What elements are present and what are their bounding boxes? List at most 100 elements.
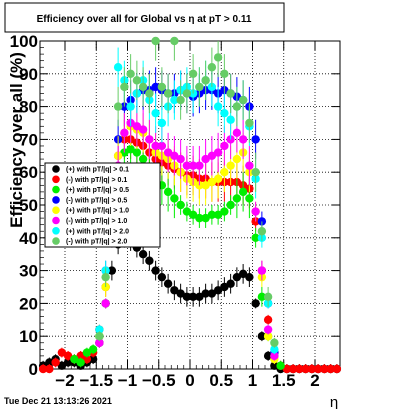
data-point — [132, 122, 142, 131]
data-point — [57, 361, 67, 370]
y-tick-label: 20 — [19, 294, 38, 313]
data-point — [257, 332, 267, 341]
data-point — [151, 108, 160, 118]
data-point — [170, 36, 179, 46]
data-point — [201, 181, 210, 190]
x-tick-label: 1.5 — [272, 371, 296, 390]
data-point — [213, 174, 223, 183]
data-point — [207, 63, 217, 72]
data-point — [138, 154, 148, 164]
x-tick-label: 1 — [248, 371, 257, 390]
y-tick-label: 10 — [19, 327, 38, 346]
data-point — [170, 95, 179, 105]
data-point — [151, 36, 160, 46]
data-point — [151, 141, 160, 151]
data-point — [251, 233, 260, 242]
data-point — [195, 292, 204, 302]
data-point — [213, 148, 223, 157]
data-point — [195, 82, 204, 92]
data-point — [38, 364, 48, 374]
data-point — [332, 364, 342, 374]
x-tick-label: −0.5 — [142, 371, 176, 390]
data-point — [232, 154, 242, 164]
data-point — [57, 348, 67, 357]
data-point — [170, 151, 179, 160]
data-point — [70, 354, 79, 364]
y-tick-labels: 0 10 20 30 40 50 60 70 80 90 100 — [10, 32, 38, 379]
data-point — [76, 351, 85, 361]
data-point — [263, 325, 273, 334]
data-point — [188, 161, 198, 170]
data-point — [132, 76, 142, 85]
data-point — [188, 89, 198, 98]
legend-label: (+) with pT/|q| > 0.5 — [66, 187, 129, 194]
x-tick-label: −1.5 — [79, 371, 113, 390]
data-point — [220, 141, 229, 151]
y-tick-label: 60 — [19, 163, 38, 182]
series-7 — [95, 36, 279, 348]
data-point — [195, 161, 204, 170]
data-point — [263, 332, 273, 341]
x-tick-labels: −2 −1.5 −1 −0.5 0 0.5 1 1.5 2 — [55, 371, 319, 390]
x-tick-label: −1 — [118, 371, 137, 390]
data-point — [245, 161, 254, 170]
legend-label: (+) with pT/|q| > 2.0 — [66, 228, 129, 235]
data-point — [151, 266, 160, 275]
data-point — [176, 95, 185, 105]
data-point — [263, 315, 273, 324]
data-point — [182, 292, 192, 302]
chart-title: Efficiency over all for Global vs η at p… — [37, 14, 252, 25]
data-point — [257, 266, 267, 275]
data-point — [220, 282, 229, 292]
data-point — [107, 266, 117, 275]
data-point — [213, 53, 223, 62]
data-point — [138, 250, 148, 259]
legend-marker — [52, 165, 60, 173]
x-tick-label: 0 — [185, 371, 194, 390]
data-point — [82, 354, 92, 364]
data-point — [51, 358, 60, 367]
data-point — [95, 338, 104, 347]
data-point — [176, 154, 185, 164]
legend-marker — [52, 216, 60, 225]
data-point — [245, 272, 254, 282]
data-point — [226, 89, 235, 98]
data-point — [270, 361, 279, 370]
data-point — [270, 345, 279, 354]
data-point — [207, 151, 217, 160]
data-point — [113, 102, 123, 111]
legend-marker — [52, 206, 60, 214]
data-point — [163, 279, 173, 288]
data-point — [257, 292, 267, 302]
data-point — [320, 364, 329, 374]
data-point — [182, 89, 192, 98]
data-point — [207, 177, 217, 187]
data-point — [232, 102, 242, 111]
data-point — [288, 364, 298, 374]
data-point — [207, 289, 217, 298]
data-point — [88, 354, 98, 364]
data-point — [226, 161, 235, 170]
data-point — [157, 118, 167, 128]
legend-marker — [52, 237, 60, 245]
data-point — [220, 108, 229, 118]
data-point — [195, 213, 204, 223]
x-tick-label: 2 — [310, 371, 319, 390]
data-point — [151, 82, 160, 92]
data-point — [182, 207, 192, 216]
data-point — [220, 168, 229, 177]
data-point — [138, 82, 148, 92]
data-point — [238, 269, 248, 279]
data-point — [207, 210, 217, 220]
data-point — [263, 292, 273, 302]
legend-marker — [52, 185, 60, 194]
data-point — [220, 207, 229, 216]
series-6 — [95, 47, 279, 355]
data-point — [276, 361, 285, 370]
data-point — [120, 102, 129, 111]
data-points — [38, 36, 342, 374]
legend-label: (+) with pT/|q| > 0.1 — [66, 167, 129, 174]
data-point — [95, 325, 104, 334]
data-point — [226, 200, 235, 210]
data-point — [63, 351, 73, 361]
